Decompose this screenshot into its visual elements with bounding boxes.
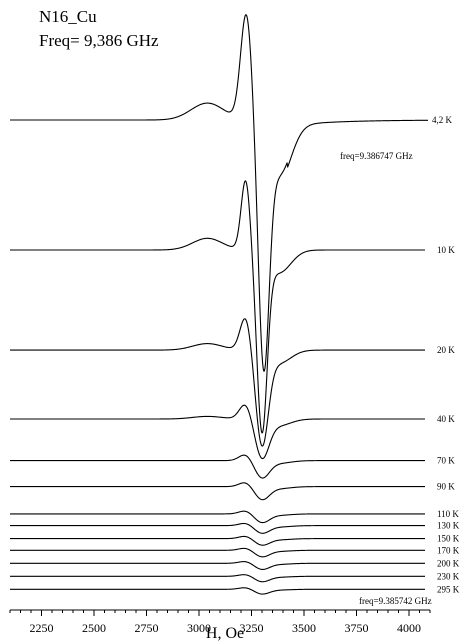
x-tick-label: 3000 [187,621,211,635]
series-temperature-label: 40 K [437,414,455,424]
spectra-curves [10,14,428,595]
x-tick-label: 3750 [345,621,369,635]
spectrum-curve [10,535,425,546]
series-temperature-label: 70 K [437,456,455,466]
spectrum-curve [10,561,425,570]
series-temperature-label: 295 K [437,584,460,594]
series-temperature-label: 10 K [437,245,455,255]
chart-title-frequency: Freq= 9,386 GHz [39,31,159,50]
spectrum-curve [10,587,425,595]
frequency-annotation-bottom: freq=9.385742 GHz [359,596,432,606]
spectrum-curve [10,404,425,460]
x-tick-label: 3500 [292,621,316,635]
x-tick-label: 3250 [240,621,264,635]
series-temperature-label: 200 K [437,558,460,568]
spectrum-curve [10,318,425,447]
x-tick-label: 2500 [82,621,106,635]
chart-title-sample: N16_Cu [39,7,97,26]
series-temperature-label: 90 K [437,482,455,492]
series-temperature-label: 230 K [437,571,460,581]
x-axis-ticks: 2250 2500 2750 3000 3250 3500 3750 4000 [9,610,431,635]
series-temperature-label: 20 K [437,345,455,355]
spectrum-curve [10,547,425,558]
frequency-annotation-top: freq=9.386747 GHz [340,151,413,161]
spectrum-curve [10,482,425,501]
x-axis-label: H, Oe [206,625,244,642]
spectrum-curve [10,180,425,434]
series-labels: 4,2 K 10 K 20 K 40 K 70 K 90 K 110 K 130 K 150 K… [432,115,460,594]
x-axis: 2250 2500 2750 3000 3250 3500 3750 4000 [9,609,431,635]
spectrum-curve [10,510,425,524]
spectrum-curve [10,522,425,534]
x-tick-label: 2750 [135,621,159,635]
series-temperature-label: 130 K [437,521,460,531]
x-tick-label: 4000 [397,621,421,635]
spectrum-curve [10,454,425,479]
series-temperature-label: 150 K [437,534,460,544]
x-tick-label: 2250 [30,621,54,635]
spectrum-curve [10,574,425,583]
spectrum-curve [10,14,428,372]
series-temperature-label: 110 K [437,509,459,519]
series-temperature-label: 4,2 K [432,115,453,125]
series-temperature-label: 170 K [437,545,460,555]
